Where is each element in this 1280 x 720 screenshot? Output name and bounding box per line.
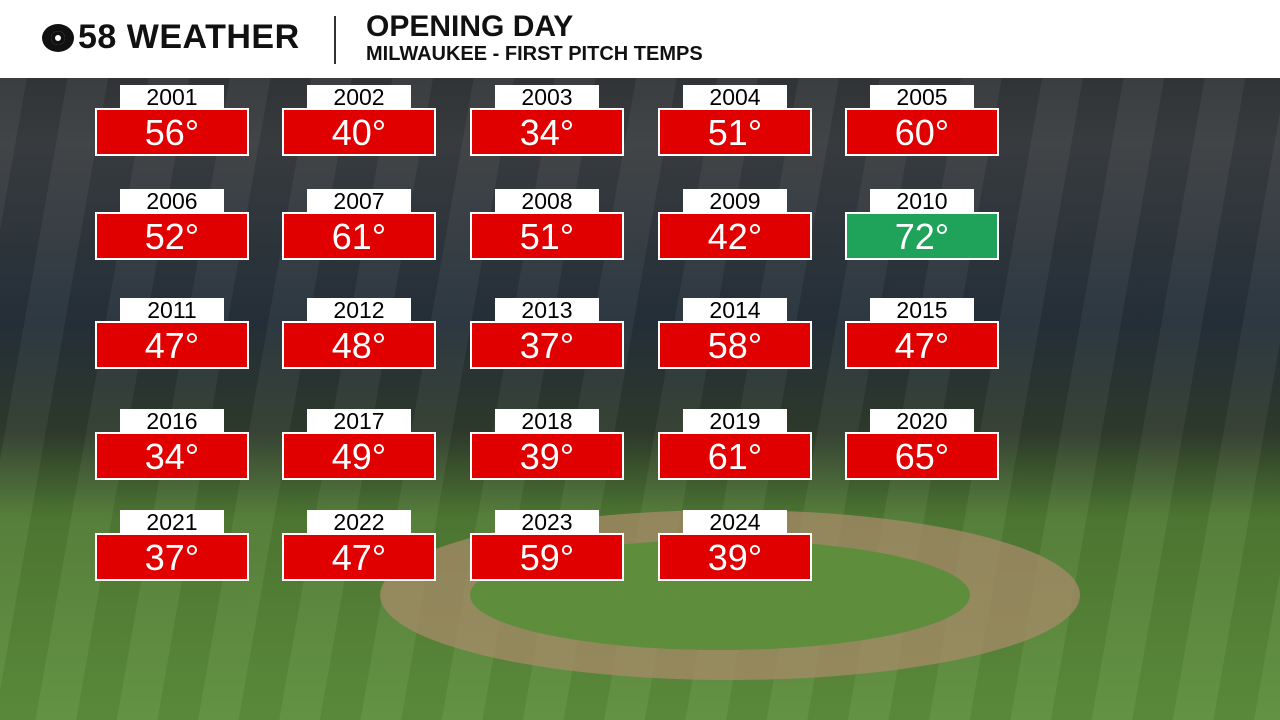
temperature: 61° [658, 432, 812, 480]
temperature: 49° [282, 432, 436, 480]
year-label: 2001 [120, 85, 224, 110]
logo-eye [42, 24, 74, 52]
year-label: 2010 [870, 189, 974, 214]
year-label: 2006 [120, 189, 224, 214]
year-label: 2024 [683, 510, 787, 535]
temperature: 59° [470, 533, 624, 581]
year-label: 2021 [120, 510, 224, 535]
temperature: 72° [845, 212, 999, 260]
year-label: 2005 [870, 85, 974, 110]
temperature: 65° [845, 432, 999, 480]
year-label: 2017 [307, 409, 411, 434]
brand: 58 WEATHER [78, 18, 300, 56]
year-label: 2009 [683, 189, 787, 214]
year-label: 2012 [307, 298, 411, 323]
year-label: 2013 [495, 298, 599, 323]
temperature: 47° [282, 533, 436, 581]
year-label: 2018 [495, 409, 599, 434]
divider [334, 16, 336, 64]
temperature: 37° [95, 533, 249, 581]
temperature: 42° [658, 212, 812, 260]
temperature: 52° [95, 212, 249, 260]
temperature: 61° [282, 212, 436, 260]
year-label: 2007 [307, 189, 411, 214]
temperature: 39° [470, 432, 624, 480]
temperature: 40° [282, 108, 436, 156]
temperature: 37° [470, 321, 624, 369]
year-label: 2004 [683, 85, 787, 110]
subtitle: MILWAUKEE - FIRST PITCH TEMPS [366, 43, 703, 65]
temperature: 47° [845, 321, 999, 369]
year-label: 2008 [495, 189, 599, 214]
year-label: 2022 [307, 510, 411, 535]
temperature: 34° [470, 108, 624, 156]
year-label: 2020 [870, 409, 974, 434]
year-label: 2019 [683, 409, 787, 434]
temperature: 48° [282, 321, 436, 369]
temperature: 51° [658, 108, 812, 156]
year-label: 2015 [870, 298, 974, 323]
temperature: 39° [658, 533, 812, 581]
header: 58 WEATHER OPENING DAY MILWAUKEE - FIRST… [0, 0, 1280, 78]
temperature: 58° [658, 321, 812, 369]
year-label: 2002 [307, 85, 411, 110]
year-label: 2003 [495, 85, 599, 110]
temperature: 34° [95, 432, 249, 480]
temperature: 47° [95, 321, 249, 369]
year-label: 2011 [120, 298, 224, 323]
year-label: 2014 [683, 298, 787, 323]
year-label: 2016 [120, 409, 224, 434]
temperature: 56° [95, 108, 249, 156]
year-label: 2023 [495, 510, 599, 535]
temperature: 60° [845, 108, 999, 156]
title: OPENING DAY [366, 10, 574, 43]
temperature: 51° [470, 212, 624, 260]
